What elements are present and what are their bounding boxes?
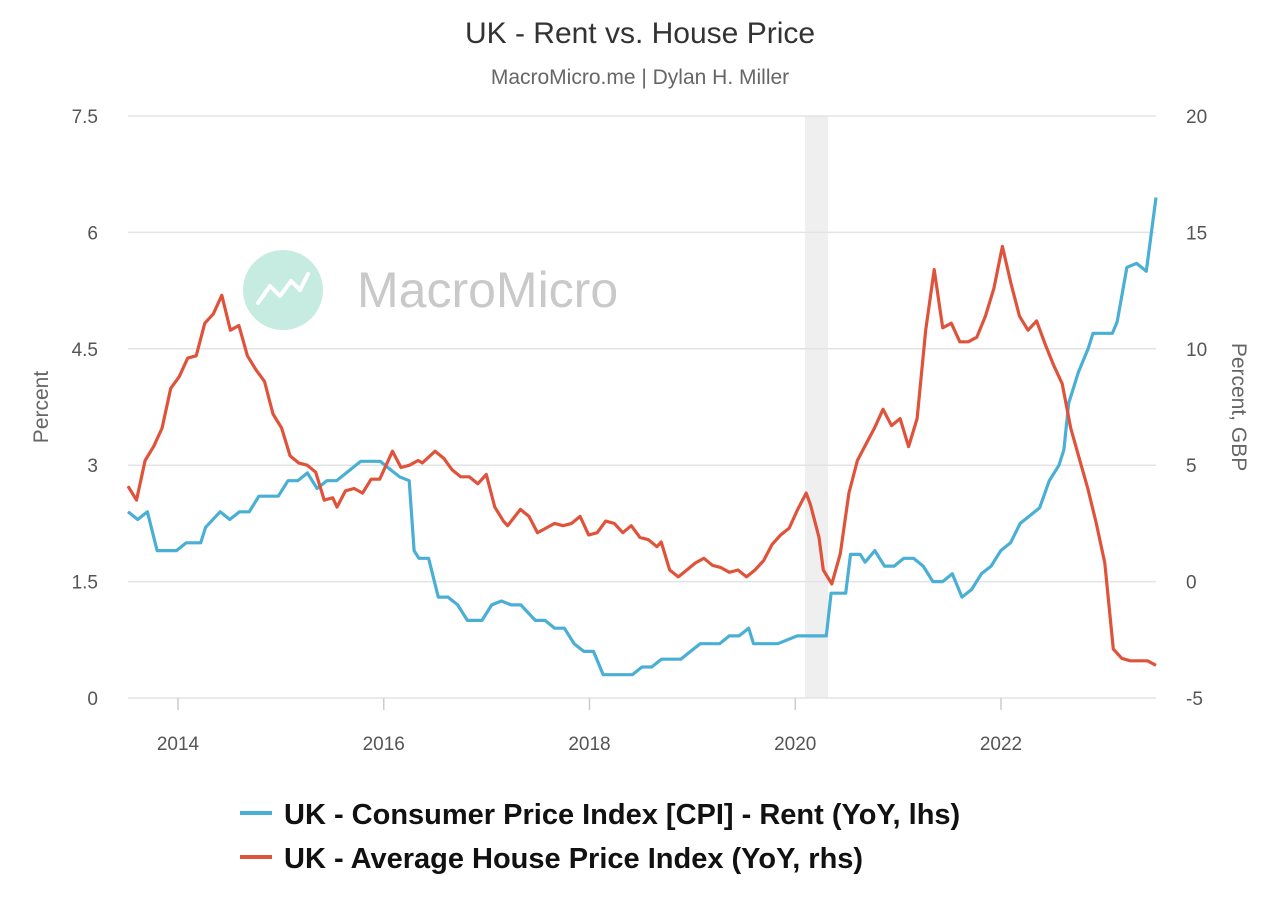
legend: UK - Consumer Price Index [CPI] - Rent (… xyxy=(240,799,960,875)
watermark: MacroMicro xyxy=(243,250,618,330)
chart-title: UK - Rent vs. House Price xyxy=(465,17,815,50)
right-tick-label: 0 xyxy=(1186,573,1197,594)
right-tick-label: -5 xyxy=(1186,689,1203,710)
chart-subtitle: MacroMicro.me | Dylan H. Miller xyxy=(491,66,789,89)
x-tick-label: 2018 xyxy=(568,734,610,755)
gridlines xyxy=(128,115,1156,699)
left-tick-label: 0 xyxy=(87,689,98,710)
left-tick-label: 7.5 xyxy=(72,107,98,128)
x-tick-label: 2022 xyxy=(980,734,1022,755)
x-tick-label: 2020 xyxy=(774,734,816,755)
right-tick-label: 5 xyxy=(1186,456,1197,477)
series-line-1 xyxy=(126,244,1157,667)
left-axis-label: Percent xyxy=(30,371,53,444)
x-tick-label: 2016 xyxy=(363,734,405,755)
left-tick-label: 3 xyxy=(87,456,98,477)
legend-label-rent: UK - Consumer Price Index [CPI] - Rent (… xyxy=(284,799,960,831)
shaded-period xyxy=(805,116,828,698)
series-line-0 xyxy=(127,197,1158,677)
left-tick-label: 1.5 xyxy=(72,573,98,594)
legend-label-house-price: UK - Average House Price Index (YoY, rhs… xyxy=(284,843,863,875)
right-tick-label: 15 xyxy=(1186,223,1207,244)
right-axis-ticks: -5 0 5 10 15 20 xyxy=(1186,107,1207,710)
right-axis-label: Percent, GBP xyxy=(1227,343,1250,471)
left-axis-ticks: 0 1.5 3 4.5 6 7.5 xyxy=(72,107,98,710)
right-tick-label: 20 xyxy=(1186,107,1207,128)
x-tick-label: 2014 xyxy=(157,734,200,755)
left-tick-label: 4.5 xyxy=(72,340,98,361)
x-axis-ticks: 2014 2016 2018 2020 2022 xyxy=(157,698,1022,755)
series-lines xyxy=(126,197,1158,677)
right-tick-label: 10 xyxy=(1186,340,1207,361)
watermark-text: MacroMicro xyxy=(357,262,618,318)
left-tick-label: 6 xyxy=(87,223,98,244)
